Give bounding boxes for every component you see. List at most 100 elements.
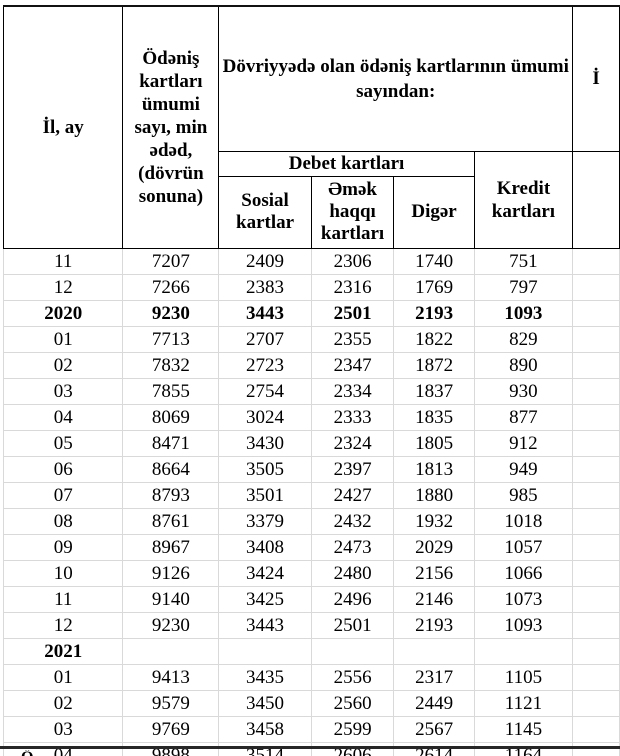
cropped-header-text-fragment: İ	[592, 68, 600, 90]
cell-other-cards: 2449	[393, 689, 475, 717]
cell-social-cards: 3430	[218, 429, 312, 457]
cell-total-cards: 8664	[122, 455, 220, 483]
cell-credit-cards: 829	[473, 325, 574, 353]
cell-social-cards: 3505	[218, 455, 312, 483]
cell-credit-cards: 797	[473, 273, 574, 301]
table-row: 03 7855 2754 2334 1837 930	[2, 377, 620, 405]
header-credit-cards: Kredit kartları	[473, 150, 574, 249]
cell-social-cards: 2754	[218, 377, 312, 405]
cell-credit-cards: 1164	[473, 741, 574, 756]
header-cropped-right-column-lower	[572, 150, 620, 249]
cell-other-cards: 2029	[393, 533, 475, 561]
cell-social-cards: 3408	[218, 533, 312, 561]
table-row: 06 8664 3505 2397 1813 949	[2, 455, 620, 483]
table-row: 11 7207 2409 2306 1740 751	[2, 247, 620, 275]
cell-other-cards: 1740	[393, 247, 475, 275]
table-row: 2020 9230 3443 2501 2193 1093	[2, 299, 620, 327]
cell-credit-cards: 890	[473, 351, 574, 379]
header-year-month: İl, ay	[2, 5, 124, 249]
cell-social-cards: 3443	[218, 299, 312, 327]
cell-period: 11	[2, 247, 124, 275]
cell-other-cards: 1769	[393, 273, 475, 301]
cell-period: 11	[2, 585, 124, 613]
table-row: 12 9230 3443 2501 2193 1093	[2, 611, 620, 639]
cell-other-cards: 1880	[393, 481, 475, 509]
header-social-cards: Sosial kartlar	[218, 175, 312, 249]
cell-cropped	[572, 559, 620, 587]
cell-period: 10	[2, 559, 124, 587]
table-row: 2021	[2, 637, 620, 665]
cell-salary-cards: 2599	[310, 715, 395, 743]
cell-period: 2020	[2, 299, 124, 327]
cell-total-cards: 8471	[122, 429, 220, 457]
cell-credit-cards: 1093	[473, 611, 574, 639]
cell-social-cards: 2409	[218, 247, 312, 275]
cell-other-cards: 2193	[393, 299, 475, 327]
table-bottom-border	[0, 746, 620, 749]
cell-credit-cards: 985	[473, 481, 574, 509]
cell-total-cards: 9230	[122, 299, 220, 327]
cell-credit-cards: 1105	[473, 663, 574, 691]
cell-cropped	[572, 377, 620, 405]
cell-cropped	[572, 325, 620, 353]
cell-credit-cards: 1057	[473, 533, 574, 561]
cell-cropped	[572, 429, 620, 457]
payment-cards-table: İl, ay Ödəniş kartları ümumi sayı, min ə…	[2, 5, 620, 756]
cell-salary-cards: 2334	[310, 377, 395, 405]
cell-total-cards: 7207	[122, 247, 220, 275]
header-salary-cards: Əmək haqqı kartları	[310, 175, 395, 249]
cell-credit-cards: 1121	[473, 689, 574, 717]
cell-period: 04	[2, 403, 124, 431]
cell-total-cards: 9140	[122, 585, 220, 613]
cell-credit-cards: 1018	[473, 507, 574, 535]
table-row: 11 9140 3425 2496 2146 1073	[2, 585, 620, 613]
cell-social-cards: 2723	[218, 351, 312, 379]
table-row: 10 9126 3424 2480 2156 1066	[2, 559, 620, 587]
cell-social-cards: 3514	[218, 741, 312, 756]
cell-salary-cards: 2432	[310, 507, 395, 535]
cell-social-cards: 3501	[218, 481, 312, 509]
cell-social-cards: 3450	[218, 689, 312, 717]
cell-credit-cards: 1093	[473, 299, 574, 327]
cell-credit-cards: 1066	[473, 559, 574, 587]
cell-salary-cards: 2496	[310, 585, 395, 613]
cell-salary-cards: 2324	[310, 429, 395, 457]
header-circulation-line1: Dövriyyədə olan ödəniş kartlarının ümumi	[222, 55, 569, 77]
cell-other-cards: 2317	[393, 663, 475, 691]
table-row: 02 7832 2723 2347 1872 890	[2, 351, 620, 379]
cell-period: 03	[2, 715, 124, 743]
cell-salary-cards: 2501	[310, 299, 395, 327]
cell-period: 07	[2, 481, 124, 509]
table-row: 07 8793 3501 2427 1880 985	[2, 481, 620, 509]
cell-other-cards: 1932	[393, 507, 475, 535]
cell-cropped	[572, 663, 620, 691]
cell-credit-cards: 1145	[473, 715, 574, 743]
cell-cropped	[572, 403, 620, 431]
cell-cropped	[572, 533, 620, 561]
cell-social-cards: 3424	[218, 559, 312, 587]
cell-credit-cards: 930	[473, 377, 574, 405]
cell-credit-cards	[473, 637, 574, 665]
cell-salary-cards	[310, 637, 395, 665]
cell-social-cards: 3435	[218, 663, 312, 691]
cell-other-cards: 2146	[393, 585, 475, 613]
cell-salary-cards: 2333	[310, 403, 395, 431]
table-row: 04 8069 3024 2333 1835 877	[2, 403, 620, 431]
cell-social-cards: 3443	[218, 611, 312, 639]
cell-total-cards: 9230	[122, 611, 220, 639]
cell-other-cards: 1835	[393, 403, 475, 431]
cell-other-cards: 1805	[393, 429, 475, 457]
cell-period: 05	[2, 429, 124, 457]
cell-other-cards: 1837	[393, 377, 475, 405]
cell-cropped	[572, 351, 620, 379]
table-header: İl, ay Ödəniş kartları ümumi sayı, min ə…	[2, 5, 620, 249]
cell-total-cards: 8793	[122, 481, 220, 509]
cell-cropped	[572, 637, 620, 665]
cell-other-cards: 2567	[393, 715, 475, 743]
cell-period: 09	[2, 533, 124, 561]
cell-social-cards: 2383	[218, 273, 312, 301]
cell-salary-cards: 2606	[310, 741, 395, 756]
cell-total-cards: 9126	[122, 559, 220, 587]
cell-total-cards: 9898	[122, 741, 220, 756]
cell-social-cards: 3024	[218, 403, 312, 431]
